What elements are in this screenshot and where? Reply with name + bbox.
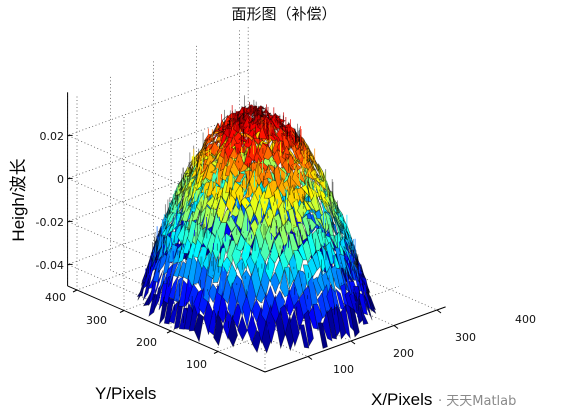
z-tick-label: 0 (57, 173, 64, 186)
y-tick-mark (72, 289, 78, 293)
surface-patch (168, 275, 179, 300)
surface-patch (241, 237, 252, 271)
surface-patch (246, 273, 257, 315)
y-axis-label: Y/Pixels (95, 384, 156, 403)
surface-patch (251, 329, 263, 354)
surface-patch (217, 115, 228, 132)
y-tick-label: 200 (136, 336, 157, 349)
x-tick-label: 200 (393, 347, 414, 360)
surface-patch (221, 256, 233, 275)
x-tick-label: 100 (333, 363, 354, 376)
surface-patch (306, 231, 318, 259)
surface-patch (274, 233, 285, 260)
y-tick-label: 100 (186, 358, 207, 371)
surface-patch (227, 315, 238, 348)
y-tick-label: 300 (86, 314, 107, 327)
surface-patch (275, 309, 286, 350)
surface-patch (297, 242, 309, 261)
surface-patch (163, 297, 175, 325)
watermark: · 天天Matlab (438, 394, 516, 409)
x-tick-label: 300 (455, 331, 476, 344)
surface-patch (279, 249, 290, 276)
z-axis-label: Heigh/波长 (9, 158, 28, 241)
surface-patch (255, 282, 267, 304)
x-tick-mark (436, 309, 442, 314)
axes (67, 92, 446, 373)
x-axis-label: X/Pixels (371, 390, 432, 409)
y-axis-line (67, 285, 266, 373)
surface-patch (289, 308, 300, 348)
surface-patch (168, 262, 179, 288)
x-tick-mark (307, 356, 313, 360)
surface-patch (326, 306, 337, 340)
surface-patch (284, 315, 296, 352)
surface-patch (173, 275, 184, 303)
surface-patch (225, 186, 236, 214)
surface-plot (136, 95, 377, 354)
surface-patch (296, 200, 308, 219)
surface-patch (349, 306, 360, 338)
surface-patch (312, 276, 323, 297)
surface-patch (366, 283, 377, 314)
surface-patch (193, 312, 205, 343)
x-grid-line (110, 76, 309, 357)
surface-patch (252, 138, 264, 145)
surface-patch (268, 179, 279, 202)
surface-patch (293, 249, 304, 278)
y-tick-mark (119, 310, 125, 313)
surface-patch (299, 324, 310, 349)
surface-patch (258, 167, 270, 189)
y-tick-label: 400 (45, 291, 66, 304)
x-axis-line (264, 306, 446, 373)
surface-patch (319, 194, 330, 215)
surface-patch (303, 309, 314, 348)
z-grid-line (66, 69, 266, 222)
surface-patch (220, 206, 232, 223)
surface-patch (284, 266, 295, 290)
z-tick-label: 0.02 (40, 130, 65, 143)
x-tick-mark (350, 340, 356, 345)
surface-patch (232, 303, 243, 330)
surface-patch (216, 245, 228, 268)
surface-patch (237, 314, 248, 341)
surface-patch (312, 303, 323, 331)
y-tick-mark (213, 351, 219, 354)
surface-patch (240, 196, 251, 210)
x-tick-mark (393, 325, 399, 329)
surface-patch (269, 237, 280, 264)
surface-patch (357, 292, 369, 316)
surface-patch (317, 322, 328, 349)
surface-patch (208, 134, 219, 145)
surface-patch (297, 222, 308, 242)
surface-patch (322, 310, 333, 342)
surface-patch (173, 299, 185, 330)
surface-patch (153, 270, 164, 301)
surface-patch (358, 297, 369, 325)
surface-patch (277, 165, 288, 185)
surface-patch (229, 158, 241, 178)
surface-patch (253, 144, 264, 165)
surface-patch (343, 257, 354, 283)
surface-patch (362, 290, 373, 321)
surface-patch (163, 274, 174, 305)
z-tick-label: -0.02 (36, 216, 64, 229)
surface-patch (333, 212, 344, 232)
y-tick-mark (166, 330, 172, 334)
x-tick-label: 400 (515, 313, 536, 326)
z-grid-line (66, 112, 266, 265)
chart-title: 面形图（补偿） (231, 5, 336, 23)
z-tick-label: -0.04 (36, 259, 64, 272)
